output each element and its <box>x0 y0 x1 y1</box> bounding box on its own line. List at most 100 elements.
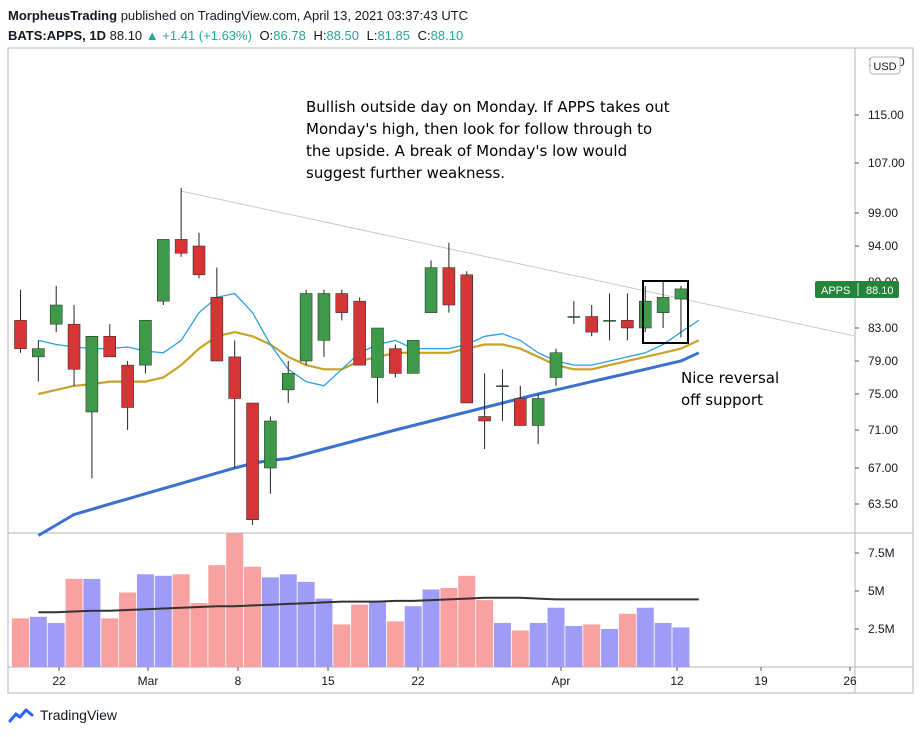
price-tick-label: 115.00 <box>868 108 904 122</box>
candle-body <box>282 373 295 391</box>
publish-info: published on TradingView.com, April 13, … <box>120 8 469 23</box>
volume-tick-label: 5M <box>868 584 885 598</box>
candle-body <box>460 274 473 404</box>
currency-label: USD <box>873 61 896 73</box>
volume-bar <box>440 587 458 667</box>
volume-bar <box>511 630 529 667</box>
candle-body <box>389 348 402 374</box>
tradingview-logo-icon[interactable] <box>8 706 34 724</box>
note-bottom-line: Nice reversal <box>681 369 779 387</box>
time-tick-label: Apr <box>552 674 571 688</box>
candle-body <box>674 288 688 300</box>
candle-body <box>174 239 188 254</box>
close-value: 88.10 <box>430 28 464 43</box>
volume-bar <box>208 565 226 667</box>
author-name[interactable]: MorpheusTrading <box>8 8 118 23</box>
candle-body <box>103 336 116 358</box>
candle-body <box>14 320 27 349</box>
footer: TradingView <box>8 706 117 724</box>
volume-bar <box>476 600 494 667</box>
volume-bar <box>315 598 333 667</box>
note-top-line: Bullish outside day on Monday. If APPS t… <box>306 98 670 116</box>
candle-body <box>139 320 152 366</box>
volume-bar <box>83 578 101 667</box>
time-tick-label: 22 <box>52 674 66 688</box>
volume-bar <box>190 603 208 667</box>
price-tick-label: 63.50 <box>868 497 898 511</box>
volume-bar <box>636 607 654 667</box>
volume-bar <box>226 533 244 667</box>
ma-mid-line <box>38 330 700 396</box>
candle-body <box>192 245 206 276</box>
volume-bar <box>547 607 565 667</box>
volume-bar <box>297 581 315 667</box>
candle-body <box>496 385 509 387</box>
candle-body <box>424 267 438 313</box>
candle-body <box>585 316 598 333</box>
volume-bar <box>172 574 190 667</box>
time-tick-label: 26 <box>843 674 857 688</box>
candle-body <box>264 420 277 469</box>
footer-brand[interactable]: TradingView <box>40 707 118 723</box>
price-tick-label: 71.00 <box>868 423 898 437</box>
volume-bar <box>493 622 511 667</box>
candle-body <box>478 416 491 422</box>
last-price: 88.10 <box>109 28 143 43</box>
low-label: L: <box>366 28 378 43</box>
time-tick-label: 15 <box>321 674 335 688</box>
volume-ma-line <box>38 596 699 614</box>
candle-body <box>567 316 581 318</box>
volume-bar <box>119 592 137 667</box>
time-tick-label: 8 <box>235 674 242 688</box>
candle-body <box>639 300 652 329</box>
note-bottom-line: off support <box>681 391 763 409</box>
publish-line: MorpheusTrading published on TradingView… <box>8 6 908 26</box>
candle-body <box>67 323 81 370</box>
note-top-line: Monday's high, then look for follow thro… <box>306 120 652 138</box>
symbol-name[interactable]: BATS:APPS, 1D <box>8 28 106 43</box>
chart-header: MorpheusTrading published on TradingView… <box>8 6 908 46</box>
price-tick-label: 67.00 <box>868 461 898 475</box>
volume-bar <box>47 622 65 667</box>
close-label: C: <box>417 28 431 43</box>
trendline <box>181 190 856 337</box>
volume-bar <box>404 606 422 667</box>
candle-body <box>531 398 545 426</box>
symbol-line: BATS:APPS, 1D 88.10 ▲ +1.41 (+1.63%) O:8… <box>8 26 908 46</box>
open-value: 86.78 <box>273 28 306 43</box>
candle-body <box>603 320 616 322</box>
candle-body <box>32 348 45 358</box>
candle-body <box>85 336 99 413</box>
candle-body <box>406 340 420 374</box>
moving-averages <box>37 292 700 614</box>
open-label: O: <box>259 28 274 43</box>
candle-body <box>442 267 456 306</box>
volume-bar <box>654 622 672 667</box>
trendline-layer <box>181 190 856 337</box>
volume-tick-label: 2.5M <box>868 622 895 636</box>
candle-body <box>371 327 384 378</box>
price-tick-label: 79.00 <box>868 354 898 368</box>
candle-body <box>157 239 170 302</box>
price-tick-label: 99.00 <box>868 206 898 220</box>
candle-body <box>514 398 527 426</box>
volume-bar <box>618 613 636 667</box>
volume-bar <box>386 621 404 667</box>
ma-short-line <box>38 292 700 387</box>
time-tick-label: Mar <box>138 674 159 688</box>
volume-bar <box>244 566 262 667</box>
candle-body <box>656 297 670 313</box>
candle-body <box>335 293 349 313</box>
candle-body <box>121 364 134 408</box>
chart-frame <box>7 47 914 694</box>
high-value: 88.50 <box>326 28 359 43</box>
currency-badge[interactable]: USD <box>869 56 901 75</box>
candle-body <box>246 402 259 520</box>
price-change: +1.41 (+1.63%) <box>162 28 252 43</box>
candle-body <box>299 293 313 362</box>
up-arrow-icon: ▲ <box>145 28 159 43</box>
annotations: Bullish outside day on Monday. If APPS t… <box>306 98 779 409</box>
time-tick-label: 12 <box>670 674 684 688</box>
volume-bar <box>458 575 476 667</box>
